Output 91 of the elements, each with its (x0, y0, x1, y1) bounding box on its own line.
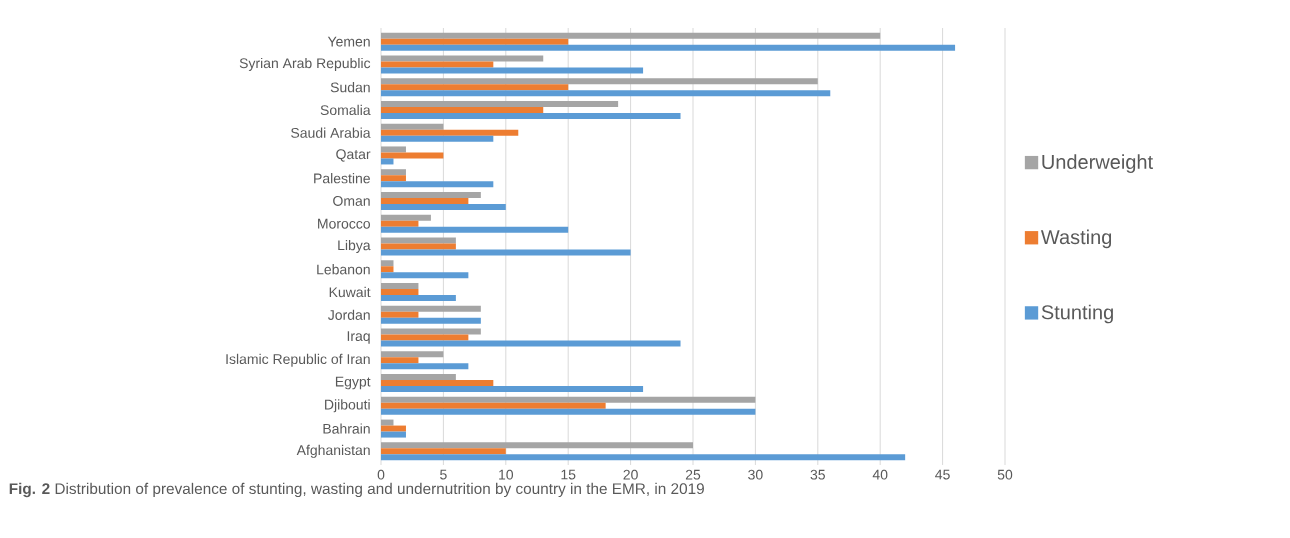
bar (381, 340, 681, 347)
bar (381, 289, 419, 296)
y-tick-label: Oman (333, 196, 370, 206)
y-tick-label: Morocco (318, 218, 371, 229)
x-tick-label: 30 (748, 469, 763, 480)
bar (381, 152, 444, 159)
bar (381, 334, 469, 341)
bar (381, 328, 481, 335)
bar (381, 243, 456, 250)
bar (381, 425, 406, 432)
x-tick-label: 35 (810, 469, 825, 480)
bar (381, 106, 544, 113)
y-tick-label: Afghanistan (296, 444, 370, 458)
legend-label: Underweight (1042, 154, 1153, 173)
y-tick-label: Bahrain (323, 423, 370, 434)
bar (381, 386, 644, 393)
y-tick-label: Kuwait (329, 286, 371, 298)
legend-label: Stunting (1041, 304, 1113, 324)
y-tick-label: Iraq (347, 331, 370, 344)
bar (381, 112, 681, 119)
bar (381, 61, 494, 68)
bar (381, 90, 831, 97)
y-tick-label: Qatar (336, 149, 371, 162)
y-tick-label: Sudan (330, 82, 370, 93)
y-tick-label: Jordan (328, 309, 370, 320)
bar (381, 78, 818, 85)
bar (381, 431, 406, 438)
bar (381, 266, 394, 273)
bar (381, 146, 406, 153)
bar (381, 44, 956, 51)
bar (381, 283, 419, 290)
y-tick-label: Yemen (327, 36, 370, 47)
y-tick-label: Syrian Arab Republic (239, 57, 371, 71)
x-tick-label: 0 (377, 469, 385, 480)
bar (381, 169, 406, 176)
bar (381, 214, 431, 221)
bar (381, 408, 756, 415)
y-tick-label: Djibouti (325, 399, 370, 413)
bar (381, 402, 606, 409)
bar (381, 220, 419, 227)
bar (381, 419, 394, 426)
x-tick-label: 5 (440, 469, 447, 480)
x-tick-label: 45 (935, 469, 950, 480)
bar (381, 175, 406, 182)
bar (381, 448, 506, 455)
x-tick-label: 40 (872, 469, 888, 480)
bar (381, 135, 494, 142)
y-tick-label: Somalia (320, 104, 371, 116)
bar (381, 181, 494, 188)
y-tick-label: Palestine (314, 173, 370, 184)
y-tick-label: Egypt (335, 376, 371, 390)
y-tick-label: Islamic Republic of Iran (226, 353, 370, 367)
bar (381, 351, 444, 358)
bar (381, 100, 619, 107)
bar (381, 203, 506, 210)
bar (381, 260, 394, 267)
legend-label: Wasting (1040, 229, 1112, 249)
x-tick-label: 15 (561, 469, 576, 480)
bar (381, 396, 756, 403)
bar (381, 380, 494, 387)
bar (381, 357, 419, 364)
bar (381, 129, 519, 136)
y-tick-label: Libya (338, 239, 371, 254)
bar (381, 191, 481, 198)
bar (381, 55, 544, 62)
x-tick-label: 25 (685, 469, 701, 480)
bar (381, 311, 419, 318)
x-tick-label: 20 (623, 469, 638, 480)
bar (381, 123, 444, 130)
bar (381, 374, 456, 381)
bar (381, 237, 456, 244)
bar (381, 317, 481, 324)
bar (381, 272, 469, 279)
bar (381, 158, 394, 165)
bar (381, 454, 906, 461)
bar (381, 32, 881, 39)
bar (381, 305, 481, 312)
bar (381, 363, 469, 370)
bar (381, 84, 569, 91)
x-tick-label: 10 (499, 469, 514, 480)
bar (381, 226, 569, 233)
bar (381, 442, 693, 449)
bar (381, 67, 644, 74)
bar (381, 295, 456, 302)
bar (381, 38, 569, 45)
text: Fig. 2 Distribution of prevalence of stunting, wasting and undernutrition by country in the EMR, in 2019 (9, 482, 704, 498)
y-tick-label: Saudi Arabia (291, 127, 371, 138)
bar (381, 197, 469, 204)
x-tick-label: 50 (997, 469, 1013, 480)
bar (381, 249, 631, 256)
y-tick-label: Lebanon (317, 264, 370, 275)
